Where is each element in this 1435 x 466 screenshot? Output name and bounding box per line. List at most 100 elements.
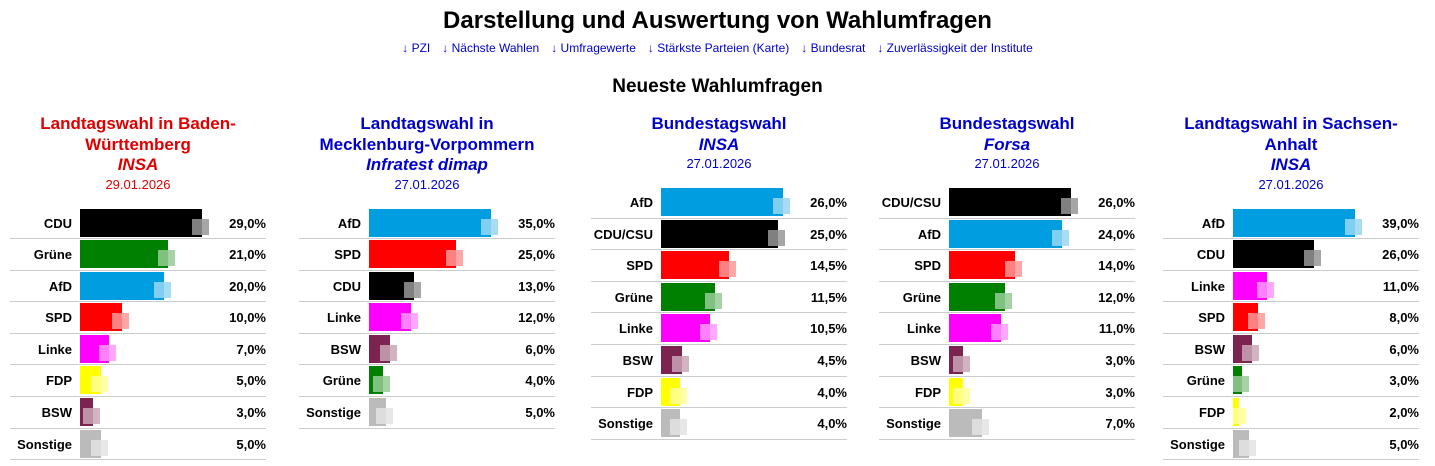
party-label: SPD <box>626 258 653 274</box>
trend-marker <box>1251 344 1259 361</box>
party-label: FDP <box>1199 405 1225 421</box>
trend-marker <box>410 313 418 330</box>
value-label: 21,0% <box>229 247 266 263</box>
value-label: 3,0% <box>236 405 266 421</box>
trend-marker <box>1051 229 1062 246</box>
value-label: 20,0% <box>229 278 266 294</box>
poll-row: Linke 12,0% <box>299 302 555 334</box>
poll-institute: INSA <box>1270 155 1312 174</box>
value-label: 26,0% <box>1382 247 1419 263</box>
party-label: CDU <box>332 278 361 294</box>
party-label: AfD <box>1201 215 1225 231</box>
trend-marker <box>1232 376 1243 393</box>
trend-marker <box>400 313 411 330</box>
value-label: 35,0% <box>518 215 555 231</box>
trend-marker <box>963 355 971 372</box>
party-label: BSW <box>910 352 941 368</box>
bar <box>661 251 730 280</box>
party-label: Linke <box>1191 278 1225 294</box>
trend-marker <box>990 324 1001 341</box>
trend-marker <box>1304 250 1315 267</box>
party-label: SPD <box>914 258 941 274</box>
bar <box>369 208 491 237</box>
poll-row: BSW 3,0% <box>879 345 1135 377</box>
poll-header: Landtagswahl in Mecklenburg-Vorpommern In… <box>299 114 555 194</box>
trend-marker <box>82 408 93 425</box>
trend-marker <box>122 313 130 330</box>
poll-panel: Landtagswahl in Mecklenburg-Vorpommern In… <box>289 114 555 429</box>
value-label: 6,0% <box>525 341 555 357</box>
trend-marker <box>971 419 982 436</box>
value-label: 11,0% <box>1382 278 1419 294</box>
value-label: 5,0% <box>1389 436 1419 452</box>
poll-row: Linke 7,0% <box>10 334 266 366</box>
trend-marker <box>953 387 964 404</box>
poll-row: Grüne 12,0% <box>879 282 1135 314</box>
trend-marker <box>192 218 202 235</box>
bar <box>949 219 1062 248</box>
poll-row: Grüne 4,0% <box>299 365 555 398</box>
poll-row: BSW 6,0% <box>1163 334 1419 366</box>
party-label: Linke <box>907 321 941 337</box>
value-label: 4,5% <box>817 352 847 368</box>
poll-panel: Landtagswahl in Baden-Württemberg INSA 29.… <box>0 114 266 461</box>
trend-marker <box>372 376 383 393</box>
poll-row: SPD 25,0% <box>299 239 555 271</box>
bar <box>80 208 202 237</box>
poll-row: Sonstige 5,0% <box>299 397 555 429</box>
trend-marker <box>382 376 390 393</box>
poll-row: CDU/CSU 25,0% <box>591 219 847 251</box>
bar <box>661 219 779 248</box>
trend-marker <box>1005 292 1013 309</box>
poll-row: Sonstige 4,0% <box>591 408 847 440</box>
party-label: Sonstige <box>17 436 72 452</box>
nav-link[interactable]: ↓ Stärkste Parteien (Karte) <box>647 41 790 55</box>
trend-marker <box>778 229 786 246</box>
trend-marker <box>1000 324 1008 341</box>
value-label: 11,0% <box>1098 321 1135 337</box>
trend-marker <box>1239 408 1247 425</box>
party-label: Linke <box>38 341 72 357</box>
trend-marker <box>700 324 711 341</box>
poll-row: AfD 24,0% <box>879 219 1135 251</box>
trend-marker <box>963 387 971 404</box>
nav: ↓ PZI ↓ Nächste Wahlen ↓ Umfragewerte ↓ Stä… <box>0 41 1435 55</box>
party-label: Sonstige <box>886 416 941 432</box>
poll-row: SPD 14,0% <box>879 250 1135 282</box>
trend-marker <box>679 419 687 436</box>
nav-link[interactable]: ↓ Zuverlässigkeit der Institute <box>877 41 1033 55</box>
bar <box>369 240 457 269</box>
party-label: Linke <box>619 321 653 337</box>
nav-link[interactable]: ↓ Nächste Wahlen <box>442 41 540 55</box>
trend-marker <box>773 198 783 214</box>
poll-row: Grüne 11,5% <box>591 282 847 314</box>
trend-marker <box>1355 218 1362 235</box>
poll-institute: INSA <box>117 155 159 174</box>
poll-date: 27.01.2026 <box>686 156 752 171</box>
poll-panel: Landtagswahl in Sachsen-Anhalt INSA 27.01.… <box>1153 114 1419 461</box>
trend-marker <box>1241 344 1252 361</box>
poll-row: BSW 4,5% <box>591 345 847 377</box>
value-label: 25,0% <box>518 247 555 263</box>
trend-marker <box>1345 218 1355 235</box>
nav-link[interactable]: ↓ Umfragewerte <box>551 41 636 55</box>
poll-title: Landtagswahl in Mecklenburg-Vorpommern <box>319 114 535 154</box>
trend-marker <box>1248 313 1259 330</box>
party-label: AfD <box>629 195 653 210</box>
trend-marker <box>154 281 165 298</box>
value-label: 4,0% <box>525 373 555 389</box>
poll-row: AfD 35,0% <box>299 208 555 240</box>
page-title: Darstellung und Auswertung von Wahlumfra… <box>443 7 992 34</box>
trend-marker <box>491 218 498 235</box>
trend-marker <box>109 344 117 361</box>
nav-link[interactable]: ↓ PZI <box>402 41 431 55</box>
bar <box>80 240 169 269</box>
party-label: FDP <box>915 384 941 400</box>
nav-link[interactable]: ↓ Bundesrat <box>801 41 866 55</box>
value-label: 4,0% <box>817 384 847 400</box>
value-label: 12,0% <box>1098 289 1135 305</box>
trend-marker <box>669 419 680 436</box>
value-label: 5,0% <box>236 436 266 452</box>
party-label: SPD <box>45 310 72 326</box>
